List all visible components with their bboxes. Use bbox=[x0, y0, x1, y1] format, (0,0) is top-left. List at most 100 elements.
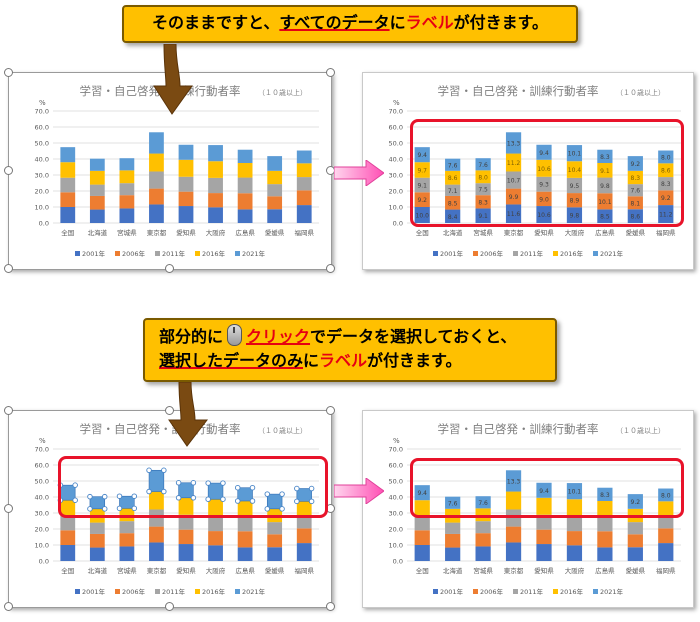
callout-text: が付きます。 bbox=[367, 351, 462, 370]
bar-segment bbox=[475, 496, 491, 509]
selection-handle bbox=[220, 480, 226, 486]
data-label: 8.3 bbox=[661, 181, 671, 188]
bar-segment bbox=[566, 499, 583, 516]
data-label: 8.6 bbox=[448, 175, 458, 182]
bar-segment bbox=[505, 491, 522, 510]
x-tick-label: 大阪府 bbox=[206, 566, 226, 575]
bar-segment bbox=[414, 147, 430, 163]
bar-segment bbox=[475, 208, 491, 223]
selection-handle bbox=[131, 505, 138, 512]
y-tick-label: 0.0 bbox=[393, 558, 403, 566]
resize-handle[interactable] bbox=[165, 264, 174, 273]
selection-handle bbox=[101, 493, 108, 500]
selection-handle bbox=[72, 482, 78, 488]
bar-segment bbox=[536, 529, 552, 545]
bar-segment bbox=[178, 497, 194, 515]
bar-segment bbox=[267, 196, 283, 210]
resize-handle[interactable] bbox=[4, 68, 13, 77]
bar-segment bbox=[658, 488, 674, 502]
bar-segment bbox=[267, 156, 283, 171]
data-label: 9.2 bbox=[417, 197, 427, 204]
y-tick-label: 70.0 bbox=[389, 108, 403, 116]
bar-segment bbox=[414, 192, 430, 207]
legend-label: 2006年 bbox=[122, 249, 146, 258]
legend-swatch bbox=[433, 589, 438, 594]
legend-swatch bbox=[553, 251, 558, 256]
data-label: 8.0 bbox=[661, 492, 671, 499]
bar-segment bbox=[445, 496, 461, 509]
selection-handle bbox=[175, 495, 182, 501]
legend-swatch bbox=[593, 589, 598, 594]
resize-handle[interactable] bbox=[4, 406, 13, 415]
legend-swatch bbox=[553, 589, 558, 594]
legend-label: 2016年 bbox=[202, 587, 226, 596]
bar-segment bbox=[597, 193, 613, 210]
bar-segment bbox=[475, 195, 491, 209]
resize-handle[interactable] bbox=[4, 602, 13, 611]
legend-swatch bbox=[513, 589, 518, 594]
bar-segment bbox=[536, 544, 552, 561]
chart-partial-labels[interactable]: 学習・自己啓発・訓練行動者率 （１０歳以上）% 0.0 10.0 20.0 30.0 40.… bbox=[362, 410, 694, 608]
y-tick-label: 10.0 bbox=[35, 204, 49, 212]
bar-segment bbox=[658, 190, 674, 206]
bar-segment bbox=[267, 184, 283, 197]
callout-text-emph: 選択したデータのみ bbox=[159, 351, 304, 370]
x-tick-label: 北海道 bbox=[88, 566, 108, 575]
data-label: 9.4 bbox=[539, 488, 549, 495]
bar-segment bbox=[237, 163, 253, 178]
y-axis-label: % bbox=[39, 99, 46, 107]
bar-segment bbox=[89, 533, 105, 548]
bar-segment bbox=[536, 482, 552, 498]
data-label: 9.1 bbox=[417, 183, 427, 190]
callout-text: に bbox=[389, 13, 406, 32]
callout-text-emph: すべてのデータ bbox=[279, 13, 390, 32]
bar-segment bbox=[597, 177, 613, 194]
resize-handle[interactable] bbox=[326, 602, 335, 611]
callout-text-red: ラベル bbox=[319, 351, 368, 370]
data-label: 10.0 bbox=[416, 213, 430, 220]
bar-segment bbox=[208, 145, 223, 162]
bar-segment bbox=[119, 195, 135, 209]
resize-handle[interactable] bbox=[4, 264, 13, 273]
x-tick-label: 東京都 bbox=[504, 228, 524, 237]
y-tick-label: 40.0 bbox=[35, 156, 49, 164]
resize-handle[interactable] bbox=[165, 602, 174, 611]
callout-selected-labels: 部分的に クリックでデータを選択しておくと、 選択したデータのみにラベルが付きます… bbox=[143, 318, 557, 382]
bar-segment bbox=[89, 195, 105, 210]
data-label: 8.6 bbox=[661, 168, 671, 175]
x-tick-label: 北海道 bbox=[443, 228, 463, 237]
legend-label: 2006年 bbox=[122, 587, 146, 596]
bar-segment bbox=[536, 144, 552, 160]
resize-handle[interactable] bbox=[326, 264, 335, 273]
chart-all-labels[interactable]: 学習・自己啓発・訓練行動者率 （１０歳以上）% 0.0 10.0 20.0 30.0 40.… bbox=[362, 72, 694, 270]
data-label: 8.9 bbox=[570, 198, 580, 205]
bar-segment bbox=[566, 483, 583, 500]
data-label: 9.2 bbox=[631, 161, 641, 168]
resize-handle[interactable] bbox=[4, 504, 13, 513]
bar-segment bbox=[60, 207, 76, 223]
data-label: 13.3 bbox=[507, 478, 521, 485]
chart-title: 学習・自己啓発・訓練行動者率 bbox=[438, 422, 599, 436]
resize-handle[interactable] bbox=[326, 68, 335, 77]
resize-handle[interactable] bbox=[326, 406, 335, 415]
x-tick-label: 愛媛県 bbox=[265, 566, 285, 575]
bar-segment bbox=[445, 184, 461, 196]
callout-text-red: ラベル bbox=[405, 13, 454, 32]
data-label: 7.6 bbox=[478, 162, 488, 169]
bar-segment bbox=[505, 542, 522, 561]
bar-segment bbox=[237, 209, 253, 223]
y-tick-label: 50.0 bbox=[389, 478, 403, 486]
resize-handle[interactable] bbox=[4, 166, 13, 175]
bar-segment bbox=[505, 171, 522, 189]
bar-segment bbox=[445, 195, 461, 210]
bar-segment bbox=[597, 501, 613, 516]
resize-handle[interactable] bbox=[165, 406, 174, 415]
data-label: 8.0 bbox=[661, 154, 671, 161]
bar-segment bbox=[658, 501, 674, 516]
bar-segment bbox=[267, 209, 283, 223]
bar-segment bbox=[89, 158, 105, 171]
bar-segment bbox=[658, 205, 674, 223]
data-label: 10.6 bbox=[537, 212, 551, 219]
data-label: 9.3 bbox=[539, 182, 549, 189]
chart-subtitle: （１０歳以上） bbox=[616, 426, 665, 435]
